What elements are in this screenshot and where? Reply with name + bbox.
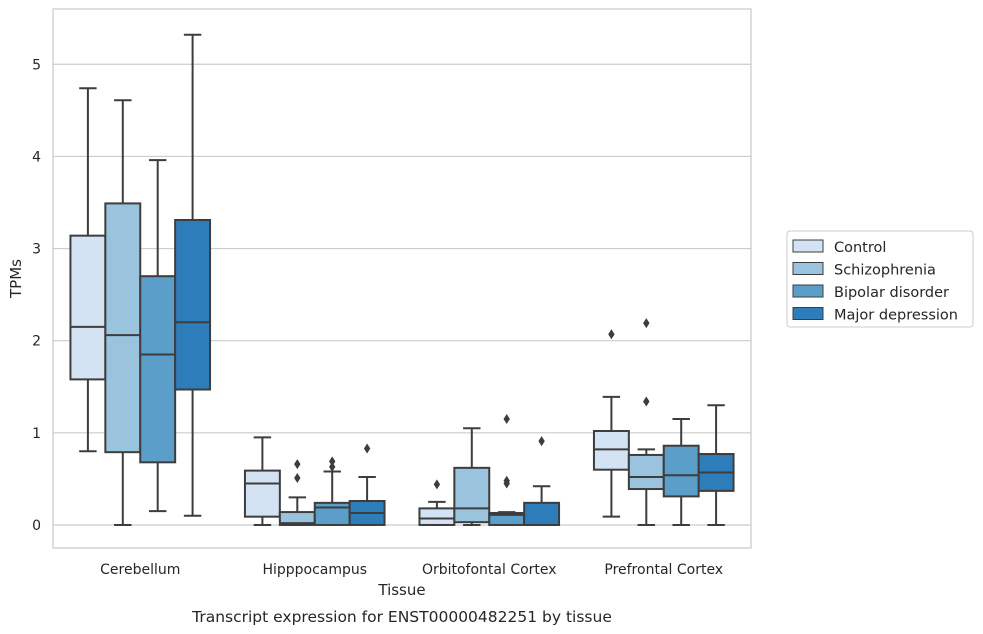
outlier-point: [503, 475, 510, 486]
box-body: [243, 469, 281, 518]
box-2-0: [418, 479, 456, 526]
y-tick-label: 2: [32, 334, 41, 350]
outlier-point: [643, 396, 650, 407]
x-tick-label: Hipppocampus: [262, 562, 367, 578]
box-body: [523, 501, 561, 526]
outlier-point: [363, 443, 371, 454]
box-3-0: [592, 329, 630, 518]
legend: Control Schizophrenia Bipolar disorder Majo…: [786, 230, 974, 328]
y-tick-label: 0: [32, 518, 41, 534]
legend-frame: [786, 230, 974, 328]
box-body: [174, 218, 212, 391]
box-3-2: [662, 418, 700, 526]
box-1-1: [278, 459, 316, 526]
y-tick-labels: 0 1 2 3 4 5: [32, 57, 41, 534]
box-0-1: [104, 99, 142, 526]
x-tick-label: Prefrontal Cortex: [604, 562, 723, 578]
legend-label: Bipolar disorder: [834, 285, 949, 301]
x-tick-label: Orbitofontal Cortex: [422, 562, 557, 578]
box-3-3: [697, 404, 735, 526]
y-tick-label: 1: [32, 426, 41, 442]
outlier-point: [643, 318, 650, 329]
outlier-point: [608, 329, 615, 340]
legend-swatch: [792, 284, 824, 298]
box-2-3: [523, 436, 561, 526]
boxes: [69, 33, 735, 526]
box-2-1: [453, 427, 491, 526]
box-0-2: [139, 159, 177, 513]
y-tick-label: 3: [32, 242, 41, 258]
legend-swatch: [792, 307, 824, 320]
box-body: [104, 202, 142, 454]
box-body: [418, 507, 456, 526]
x-axis-label: Tissue: [377, 581, 425, 599]
box-body: [662, 444, 700, 498]
outlier-point: [329, 456, 336, 467]
y-tick-label: 4: [32, 149, 41, 165]
box-body: [313, 501, 351, 526]
x-tick-label: Cerebellum: [100, 562, 180, 578]
box-1-3: [348, 443, 386, 526]
box-1-2: [313, 456, 351, 526]
legend-label: Schizophrenia: [834, 263, 936, 279]
legend-label: Major depression: [834, 308, 958, 324]
legend-swatch: [792, 262, 824, 275]
box-1-0: [243, 436, 281, 526]
outlier-point: [294, 472, 301, 483]
box-body: [453, 466, 491, 524]
plot-frame: [52, 8, 752, 549]
box-body: [627, 453, 665, 491]
legend-swatch: [792, 239, 824, 253]
box-body: [69, 234, 107, 381]
outlier-point: [329, 461, 336, 472]
legend-label: Control: [834, 240, 886, 256]
box-2-2: [488, 414, 526, 526]
outlier-point: [294, 459, 301, 470]
box-body: [139, 275, 177, 464]
outlier-point: [433, 479, 441, 490]
box-0-0: [69, 87, 107, 453]
y-axis-label: TPMs: [7, 259, 25, 299]
y-tick-label: 5: [32, 57, 41, 73]
box-0-3: [174, 33, 212, 517]
outlier-point: [538, 436, 545, 447]
figure-caption: Transcript expression for ENST0000048225…: [191, 608, 612, 626]
x-tick-labels: Cerebellum Hipppocampus Orbitofontal Corte…: [100, 562, 723, 578]
outlier-point: [503, 414, 510, 425]
box-3-1: [627, 318, 665, 526]
